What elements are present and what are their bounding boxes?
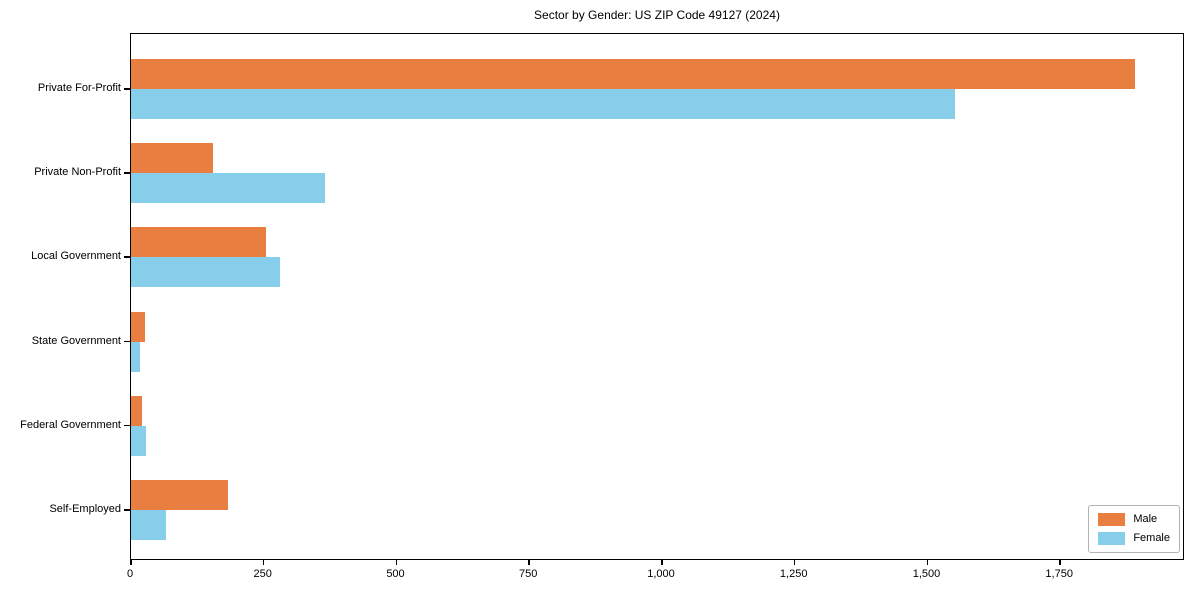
legend-label-male: Male — [1133, 513, 1158, 525]
y-axis-tick — [124, 88, 130, 90]
x-tick-label-1-500: 1,500 — [912, 568, 941, 580]
plot-area — [130, 33, 1184, 560]
bar-female-federal-government — [131, 425, 147, 456]
x-axis-tick — [926, 560, 928, 565]
x-axis-tick — [793, 560, 796, 565]
chart-title: Sector by Gender: US ZIP Code 49127 (202… — [534, 8, 780, 22]
bar-female-private-non-profit — [131, 173, 325, 204]
legend-swatch-female — [1098, 532, 1126, 545]
x-axis-tick — [262, 560, 265, 565]
x-axis-tick — [1059, 560, 1061, 565]
x-tick-label-1-000: 1,000 — [647, 568, 675, 580]
bar-male-private-non-profit — [131, 143, 213, 174]
bar-female-self-employed — [131, 510, 166, 540]
x-tick-label-500: 500 — [386, 568, 405, 580]
bar-male-self-employed — [131, 480, 228, 510]
y-tick-label-private-for-profit: Private For-Profit — [37, 82, 121, 94]
y-axis-tick — [124, 340, 130, 343]
legend: Male Female — [1088, 505, 1180, 553]
legend-item-female: Female — [1098, 532, 1170, 545]
y-tick-label-private-non-profit: Private Non-Profit — [34, 166, 121, 179]
y-tick-label-state-government: State Government — [31, 334, 121, 347]
y-axis-tick — [124, 509, 130, 511]
legend-swatch-male — [1098, 513, 1126, 526]
x-tick-label-250: 250 — [253, 568, 272, 580]
x-axis-tick — [130, 560, 132, 565]
bar-female-private-for-profit — [131, 89, 955, 119]
y-tick-label-self-employed: Self-Employed — [49, 503, 121, 515]
x-axis-tick — [528, 560, 530, 565]
x-axis-tick — [395, 560, 397, 565]
bar-female-local-government — [131, 257, 281, 288]
bar-male-federal-government — [131, 395, 142, 426]
legend-item-male: Male — [1098, 513, 1170, 526]
y-tick-label-federal-government: Federal Government — [20, 418, 121, 431]
y-axis-tick — [124, 256, 130, 258]
bar-female-state-government — [131, 341, 140, 372]
y-axis-tick — [124, 172, 130, 174]
legend-label-female: Female — [1133, 532, 1170, 544]
bar-male-state-government — [131, 311, 146, 342]
x-tick-label-750: 750 — [519, 568, 538, 580]
y-axis-tick — [124, 424, 130, 427]
x-tick-label-1-750: 1,750 — [1045, 568, 1073, 580]
x-tick-label-1-250: 1,250 — [779, 568, 808, 580]
bar-male-local-government — [131, 227, 266, 258]
y-tick-label-local-government: Local Government — [31, 250, 121, 263]
x-axis-tick — [661, 560, 663, 565]
bar-male-private-for-profit — [131, 59, 1135, 89]
x-tick-label-0: 0 — [126, 568, 134, 580]
